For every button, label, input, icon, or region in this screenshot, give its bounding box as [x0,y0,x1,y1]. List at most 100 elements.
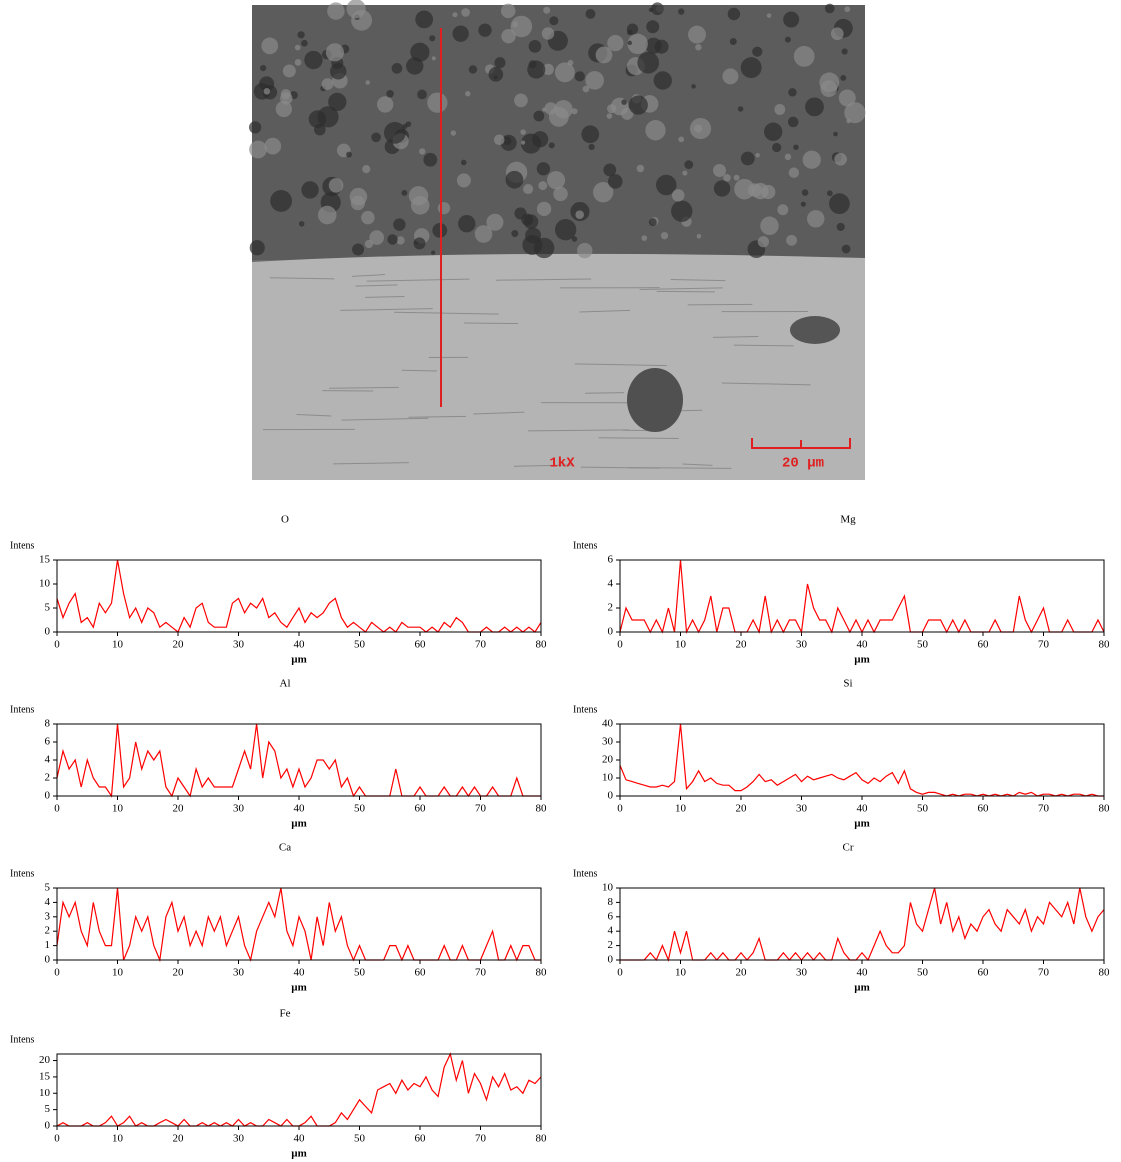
pore [419,148,426,155]
data-line [619,559,1105,635]
x-tick-label: 80 [1099,803,1111,815]
plot-frame [56,559,542,633]
pore [494,57,506,69]
pore [327,2,345,20]
pore [802,150,821,169]
pore [846,119,851,124]
pore [362,165,371,174]
x-tick-label: 10 [675,803,687,815]
pore [689,117,712,140]
pore [637,51,660,74]
pore [514,93,528,108]
streak [366,278,470,282]
pore [800,201,806,207]
streak [585,392,625,394]
y-tick-label: 20 [39,1054,51,1066]
x-tick-label: 70 [475,639,487,651]
x-tick-label: 50 [917,803,929,815]
pore [541,27,555,40]
pore [468,65,478,74]
pore [582,85,590,93]
inclusion [627,368,683,432]
pore [431,250,436,255]
streak [296,414,332,417]
streak [329,386,399,389]
x-tick-label: 70 [1038,803,1050,815]
x-tick-label: 10 [112,1133,124,1145]
x-tick-label: 60 [978,639,990,651]
streak [733,344,794,347]
pore [458,214,476,233]
pore [511,230,519,238]
pore [260,65,267,72]
x-tick-label: 70 [1038,967,1050,979]
y-tick-label: 4 [45,896,51,908]
pore [533,237,555,259]
pore [627,33,648,55]
pore [525,227,542,244]
x-tick-label: 0 [617,639,623,651]
pore [465,91,471,97]
pore [393,218,406,231]
y-tick-label: 8 [608,896,614,908]
pore [263,87,271,95]
y-tick-label: 4 [45,754,51,766]
pore [521,213,534,226]
streak [712,335,759,338]
line-chart: Fe Intens µm 0 5 10 15 20 0 10 20 30 40 50 60 70 80 [10,1008,547,1160]
pore [603,163,617,177]
data-line [56,887,541,963]
pore [653,71,672,90]
pore [528,40,542,53]
pore [588,143,595,151]
pore [294,58,302,66]
pore [651,2,664,16]
pore [270,189,293,212]
inclusion [790,316,840,344]
pore [727,7,741,21]
pore [413,237,426,250]
line-chart: Cr Intens µm 0 2 4 6 8 10 0 10 20 30 40 50 60 70 80 [573,842,1110,994]
pore [671,189,685,202]
pore [321,78,334,90]
y-tick-label: 5 [45,1103,51,1115]
x-tick-label: 20 [736,803,748,815]
pore [766,13,772,18]
pore [431,56,436,61]
pore [548,142,555,149]
pore [520,140,526,145]
x-tick-label: 30 [233,967,245,979]
y-tick-label: 2 [608,602,614,614]
pore [500,3,516,19]
pore [544,102,557,115]
pore [297,31,305,39]
x-tick-label: 40 [294,639,306,651]
x-tick-label: 70 [1038,639,1050,651]
substrate [252,253,865,480]
pore [755,152,760,158]
pore [264,137,282,155]
x-axis-label: µm [291,1148,307,1160]
pore [460,159,467,166]
pore [253,83,271,100]
texture [248,0,866,469]
chart-title: Cr [843,842,854,854]
y-tick-label: 0 [608,954,614,966]
pore [733,174,740,181]
pore [282,64,296,78]
pore [546,171,566,190]
x-tick-label: 20 [173,967,185,979]
x-tick-label: 50 [917,967,929,979]
streak [393,311,499,315]
chart-title: Al [280,678,291,690]
pore [829,193,850,215]
x-tick-label: 0 [617,967,623,979]
pore [371,132,381,143]
y-tick-label: 20 [602,754,614,766]
pore [826,190,833,197]
pore [844,102,866,124]
pore [352,243,365,256]
y-tick-label: 2 [608,939,614,951]
